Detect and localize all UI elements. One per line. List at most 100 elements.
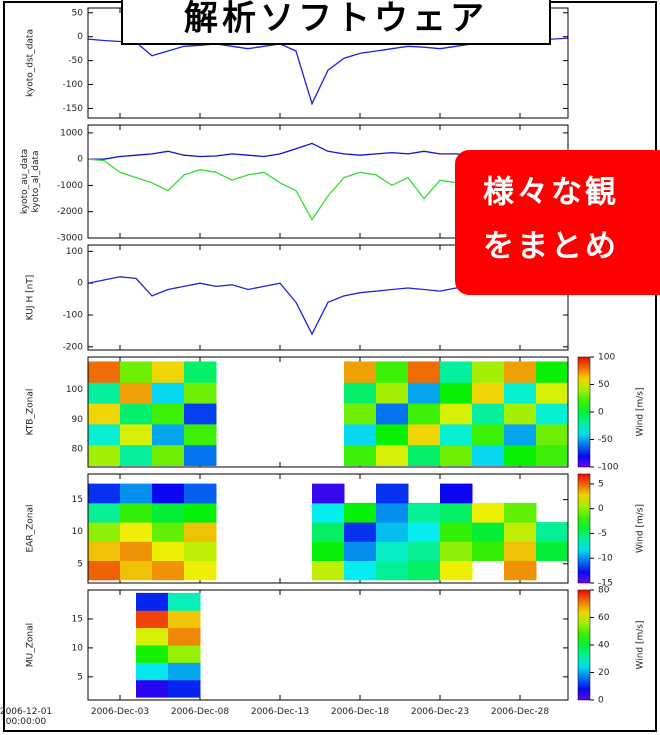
heatmap-cell bbox=[120, 361, 153, 382]
heatmap-cell bbox=[184, 484, 217, 504]
colorbar-label: Wind [m/s] bbox=[636, 504, 646, 553]
heatmap-cell bbox=[184, 445, 217, 466]
heatmap-cell bbox=[504, 403, 537, 424]
y-tick-label: 0 bbox=[77, 155, 83, 165]
heatmap-cell bbox=[152, 484, 185, 504]
heatmap-cell bbox=[504, 424, 537, 445]
colorbar-label: Wind [m/s] bbox=[636, 388, 646, 437]
colorbar-tick-label: 0 bbox=[598, 408, 604, 418]
heatmap-cell bbox=[440, 382, 473, 403]
heatmap-cell bbox=[536, 403, 569, 424]
colorbar bbox=[578, 357, 590, 467]
heatmap-cell bbox=[184, 361, 217, 382]
y-tick-label: 50 bbox=[72, 8, 84, 18]
x-tick-label: 2006-Dec-08 bbox=[171, 707, 230, 717]
callout-text: をまとめ bbox=[483, 229, 619, 265]
y-axis-label: EAR_Zonal bbox=[26, 505, 36, 553]
y-axis-label: kyoto_au_data bbox=[20, 149, 30, 214]
colorbar-tick-label: 0 bbox=[598, 696, 604, 706]
heatmap-cell bbox=[312, 484, 345, 504]
heatmap-cell bbox=[88, 541, 121, 561]
colorbar-label: Wind [m/s] bbox=[636, 621, 646, 670]
heatmap-cell bbox=[152, 445, 185, 466]
heatmap-cell bbox=[184, 382, 217, 403]
colorbar-tick-label: -10 bbox=[598, 554, 613, 564]
y-tick-label: 90 bbox=[72, 415, 84, 425]
heatmap-cell bbox=[440, 424, 473, 445]
colorbar-tick-label: -100 bbox=[598, 463, 619, 473]
heatmap-cell bbox=[152, 503, 185, 523]
callout-text: 様々な観 bbox=[483, 175, 619, 211]
colorbar bbox=[578, 590, 590, 700]
heatmap-cell bbox=[152, 561, 185, 581]
heatmap-cell bbox=[504, 541, 537, 561]
heatmap-cell bbox=[408, 541, 441, 561]
heatmap-cell bbox=[536, 522, 569, 542]
heatmap-cell bbox=[168, 610, 201, 628]
heatmap-cell bbox=[120, 561, 153, 581]
y-axis-label: KUJ H [nT] bbox=[26, 275, 36, 321]
colorbar-tick-label: 40 bbox=[598, 641, 610, 651]
heatmap-cell bbox=[136, 645, 169, 663]
heatmap-cell bbox=[472, 541, 505, 561]
heatmap-cell bbox=[136, 593, 169, 611]
heatmap-cell bbox=[504, 382, 537, 403]
colorbar-tick-label: 50 bbox=[598, 380, 610, 390]
heatmap-cell bbox=[152, 382, 185, 403]
heatmap-cell bbox=[152, 403, 185, 424]
heatmap-cell bbox=[120, 522, 153, 542]
colorbar-tick-label: 5 bbox=[598, 479, 604, 489]
y-axis-label: kyoto_dst_data bbox=[26, 29, 36, 97]
heatmap-cell bbox=[408, 522, 441, 542]
colorbar-tick-label: 0 bbox=[598, 504, 604, 514]
heatmap-cell bbox=[88, 503, 121, 523]
heatmap-cell bbox=[120, 503, 153, 523]
heatmap-cell bbox=[120, 484, 153, 504]
heatmap-cell bbox=[184, 503, 217, 523]
heatmap-cell bbox=[312, 561, 345, 581]
heatmap-cell bbox=[408, 424, 441, 445]
heatmap-cell bbox=[168, 628, 201, 646]
heatmap-cell bbox=[376, 424, 409, 445]
heatmap-cell bbox=[344, 382, 377, 403]
heatmap-cell bbox=[344, 424, 377, 445]
y-tick-label: -3000 bbox=[57, 234, 83, 244]
heatmap-cell bbox=[536, 382, 569, 403]
y-tick-label: -50 bbox=[68, 56, 83, 66]
heatmap-cell bbox=[88, 361, 121, 382]
heatmap-cell bbox=[120, 424, 153, 445]
y-tick-label: 10 bbox=[72, 643, 84, 653]
screenshot: 500-50-100-150kyoto_dst_data10000-1000-2… bbox=[0, 0, 660, 735]
heatmap-cell bbox=[344, 503, 377, 523]
heatmap-cell bbox=[472, 445, 505, 466]
heatmap-cell bbox=[376, 382, 409, 403]
heatmap-cell bbox=[184, 561, 217, 581]
heatmap-cell bbox=[472, 424, 505, 445]
heatmap-cell bbox=[408, 382, 441, 403]
heatmap-cell bbox=[136, 610, 169, 628]
x-tick-label: 2006-Dec-23 bbox=[411, 707, 469, 717]
heatmap-cell bbox=[344, 561, 377, 581]
heatmap-cell bbox=[136, 680, 169, 698]
heatmap-cell bbox=[440, 484, 473, 504]
colorbar-tick-label: 20 bbox=[598, 668, 610, 678]
heatmap-cell bbox=[152, 541, 185, 561]
y-tick-label: 1000 bbox=[60, 128, 83, 138]
heatmap-cell bbox=[120, 382, 153, 403]
heatmap-cell bbox=[168, 593, 201, 611]
heatmap-cell bbox=[504, 503, 537, 523]
x-tick-label: 2006-Dec-13 bbox=[251, 707, 309, 717]
heatmap-cell bbox=[536, 424, 569, 445]
heatmap-cell bbox=[408, 503, 441, 523]
heatmap-cell bbox=[88, 403, 121, 424]
heatmap-cell bbox=[440, 361, 473, 382]
x-tick-label: 2006-Dec-28 bbox=[491, 707, 550, 717]
colorbar-tick-label: -50 bbox=[598, 435, 613, 445]
y-tick-label: -200 bbox=[63, 342, 84, 352]
heatmap-cell bbox=[120, 541, 153, 561]
colorbar-tick-label: 60 bbox=[598, 613, 610, 623]
heatmap-cell bbox=[504, 522, 537, 542]
heatmap-cell bbox=[88, 522, 121, 542]
x-tick-label: 2006-Dec-03 bbox=[91, 707, 149, 717]
y-axis-label: KTB_Zonal bbox=[26, 389, 36, 436]
